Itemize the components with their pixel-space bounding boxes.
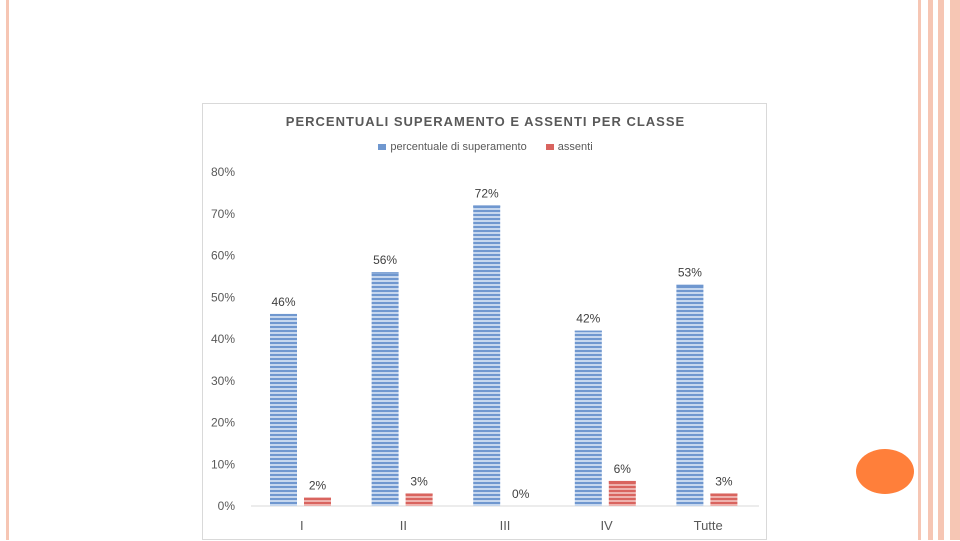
- orange-circle-decoration: [856, 449, 914, 494]
- y-tick-label: 30%: [211, 374, 235, 388]
- bar-assenti: [608, 480, 636, 506]
- legend-label-assenti: assenti: [557, 141, 593, 153]
- data-label-assenti: 2%: [309, 479, 327, 493]
- x-tick-label: IV: [600, 518, 613, 533]
- y-tick-label: 20%: [211, 416, 235, 430]
- bar-assenti-top-edge: [608, 480, 636, 483]
- bar-superamento-top-edge: [676, 284, 704, 287]
- data-label-assenti: 3%: [410, 474, 428, 488]
- chart-title: PERCENTUALI SUPERAMENTO E ASSENTI PER CL…: [285, 114, 686, 129]
- bar-superamento: [574, 330, 602, 506]
- data-label-superamento: 53%: [678, 266, 702, 280]
- slide-frame-right-line: [938, 0, 944, 540]
- y-tick-label: 0%: [218, 499, 236, 513]
- legend-item-assenti: assenti: [545, 141, 593, 153]
- bar-superamento-top-edge: [473, 205, 501, 207]
- bar-assenti: [405, 493, 433, 506]
- data-label-superamento: 46%: [271, 295, 295, 309]
- bar-assenti-top-edge: [405, 493, 433, 495]
- bar-superamento: [676, 284, 704, 506]
- legend-swatch-assenti: [545, 144, 554, 151]
- y-tick-label: 40%: [211, 332, 235, 346]
- bar-superamento-top-edge: [371, 272, 399, 274]
- x-tick-label: I: [300, 518, 304, 533]
- data-label-superamento: 56%: [373, 253, 397, 267]
- bar-assenti-top-edge: [304, 497, 331, 500]
- data-label-assenti: 0%: [512, 487, 530, 501]
- bar-superamento: [270, 313, 297, 506]
- slide-frame-right-line: [918, 0, 921, 540]
- bar-superamento-top-edge: [574, 330, 602, 333]
- chart-legend: percentuale di superamento assenti: [203, 141, 768, 153]
- slide-frame-right-line: [950, 0, 960, 540]
- data-label-assenti: 3%: [715, 474, 733, 488]
- chart-plot: 0% 10% 20% 30% 40% 50% 60% 70% 80% I 46% 2% II 56% 3% I…: [211, 165, 759, 533]
- bar-superamento: [371, 272, 399, 506]
- data-label-superamento: 72%: [475, 186, 499, 200]
- y-tick-label: 80%: [211, 165, 235, 179]
- legend-item-superamento: percentuale di superamento: [378, 141, 527, 153]
- bar-assenti: [710, 493, 738, 506]
- bar-chart: PERCENTUALI SUPERAMENTO E ASSENTI PER CL…: [202, 103, 767, 540]
- y-tick-label: 60%: [211, 249, 235, 263]
- bar-superamento: [473, 205, 501, 506]
- slide-frame-left-line: [6, 0, 9, 540]
- legend-label-superamento: percentuale di superamento: [390, 141, 527, 153]
- y-tick-label: 70%: [211, 207, 235, 221]
- x-tick-label: Tutte: [694, 518, 723, 533]
- bar-assenti: [304, 497, 331, 506]
- x-tick-label: II: [400, 518, 407, 533]
- slide-frame-right-line: [928, 0, 933, 540]
- y-tick-label: 50%: [211, 290, 235, 304]
- y-tick-label: 10%: [211, 457, 235, 471]
- bar-superamento-top-edge: [270, 313, 297, 316]
- x-tick-label: III: [500, 518, 511, 533]
- data-label-assenti: 6%: [614, 462, 632, 476]
- legend-swatch-superamento: [378, 144, 387, 151]
- bar-assenti-top-edge: [710, 493, 738, 495]
- data-label-superamento: 42%: [576, 312, 600, 326]
